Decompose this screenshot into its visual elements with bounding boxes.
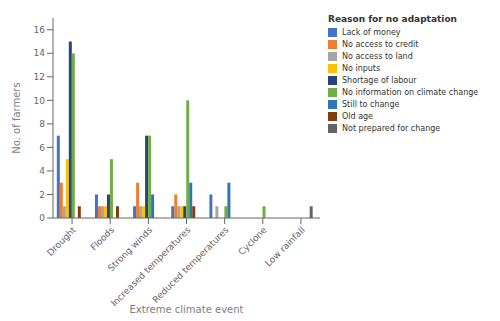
svg-text:Floods: Floods bbox=[89, 225, 117, 253]
svg-text:12: 12 bbox=[34, 72, 45, 82]
svg-text:Low rainfall: Low rainfall bbox=[263, 225, 307, 269]
html-text:Still to change: Still to change bbox=[342, 100, 400, 109]
svg-text:8: 8 bbox=[39, 119, 45, 129]
svg-text:Strong winds: Strong winds bbox=[105, 224, 155, 274]
svg-text:2: 2 bbox=[39, 190, 45, 200]
html-text:Not prepared for change: Not prepared for change bbox=[342, 124, 441, 133]
svg-text:Increased temperatures: Increased temperatures bbox=[109, 225, 193, 309]
html-text:No inputs: No inputs bbox=[342, 64, 381, 73]
svg-text:14: 14 bbox=[34, 48, 46, 58]
svg-text:10: 10 bbox=[34, 96, 46, 106]
svg-text:No. of farmers: No. of farmers bbox=[11, 82, 22, 153]
html-text:Old age: Old age bbox=[342, 112, 373, 121]
html-text:No access to credit: No access to credit bbox=[342, 40, 419, 49]
svg-text:6: 6 bbox=[39, 143, 45, 153]
svg-text:16: 16 bbox=[34, 25, 46, 35]
svg-text:Extreme climate event: Extreme climate event bbox=[130, 304, 244, 313]
html-text:No access to land: No access to land bbox=[342, 52, 413, 61]
html-text:Lack of money: Lack of money bbox=[342, 28, 401, 37]
svg-text:Reduced temperatures: Reduced temperatures bbox=[151, 225, 231, 305]
svg-text:Drought: Drought bbox=[45, 225, 78, 258]
html-text:Shortage of labour: Shortage of labour bbox=[342, 76, 417, 85]
svg-text:0: 0 bbox=[39, 213, 45, 223]
html-text:No information on climate chan: No information on climate change bbox=[342, 88, 479, 97]
svg-text:Cyclone: Cyclone bbox=[236, 225, 269, 258]
svg-text:4: 4 bbox=[39, 166, 45, 176]
html-text:Reason for no adaptation: Reason for no adaptation bbox=[328, 14, 457, 24]
